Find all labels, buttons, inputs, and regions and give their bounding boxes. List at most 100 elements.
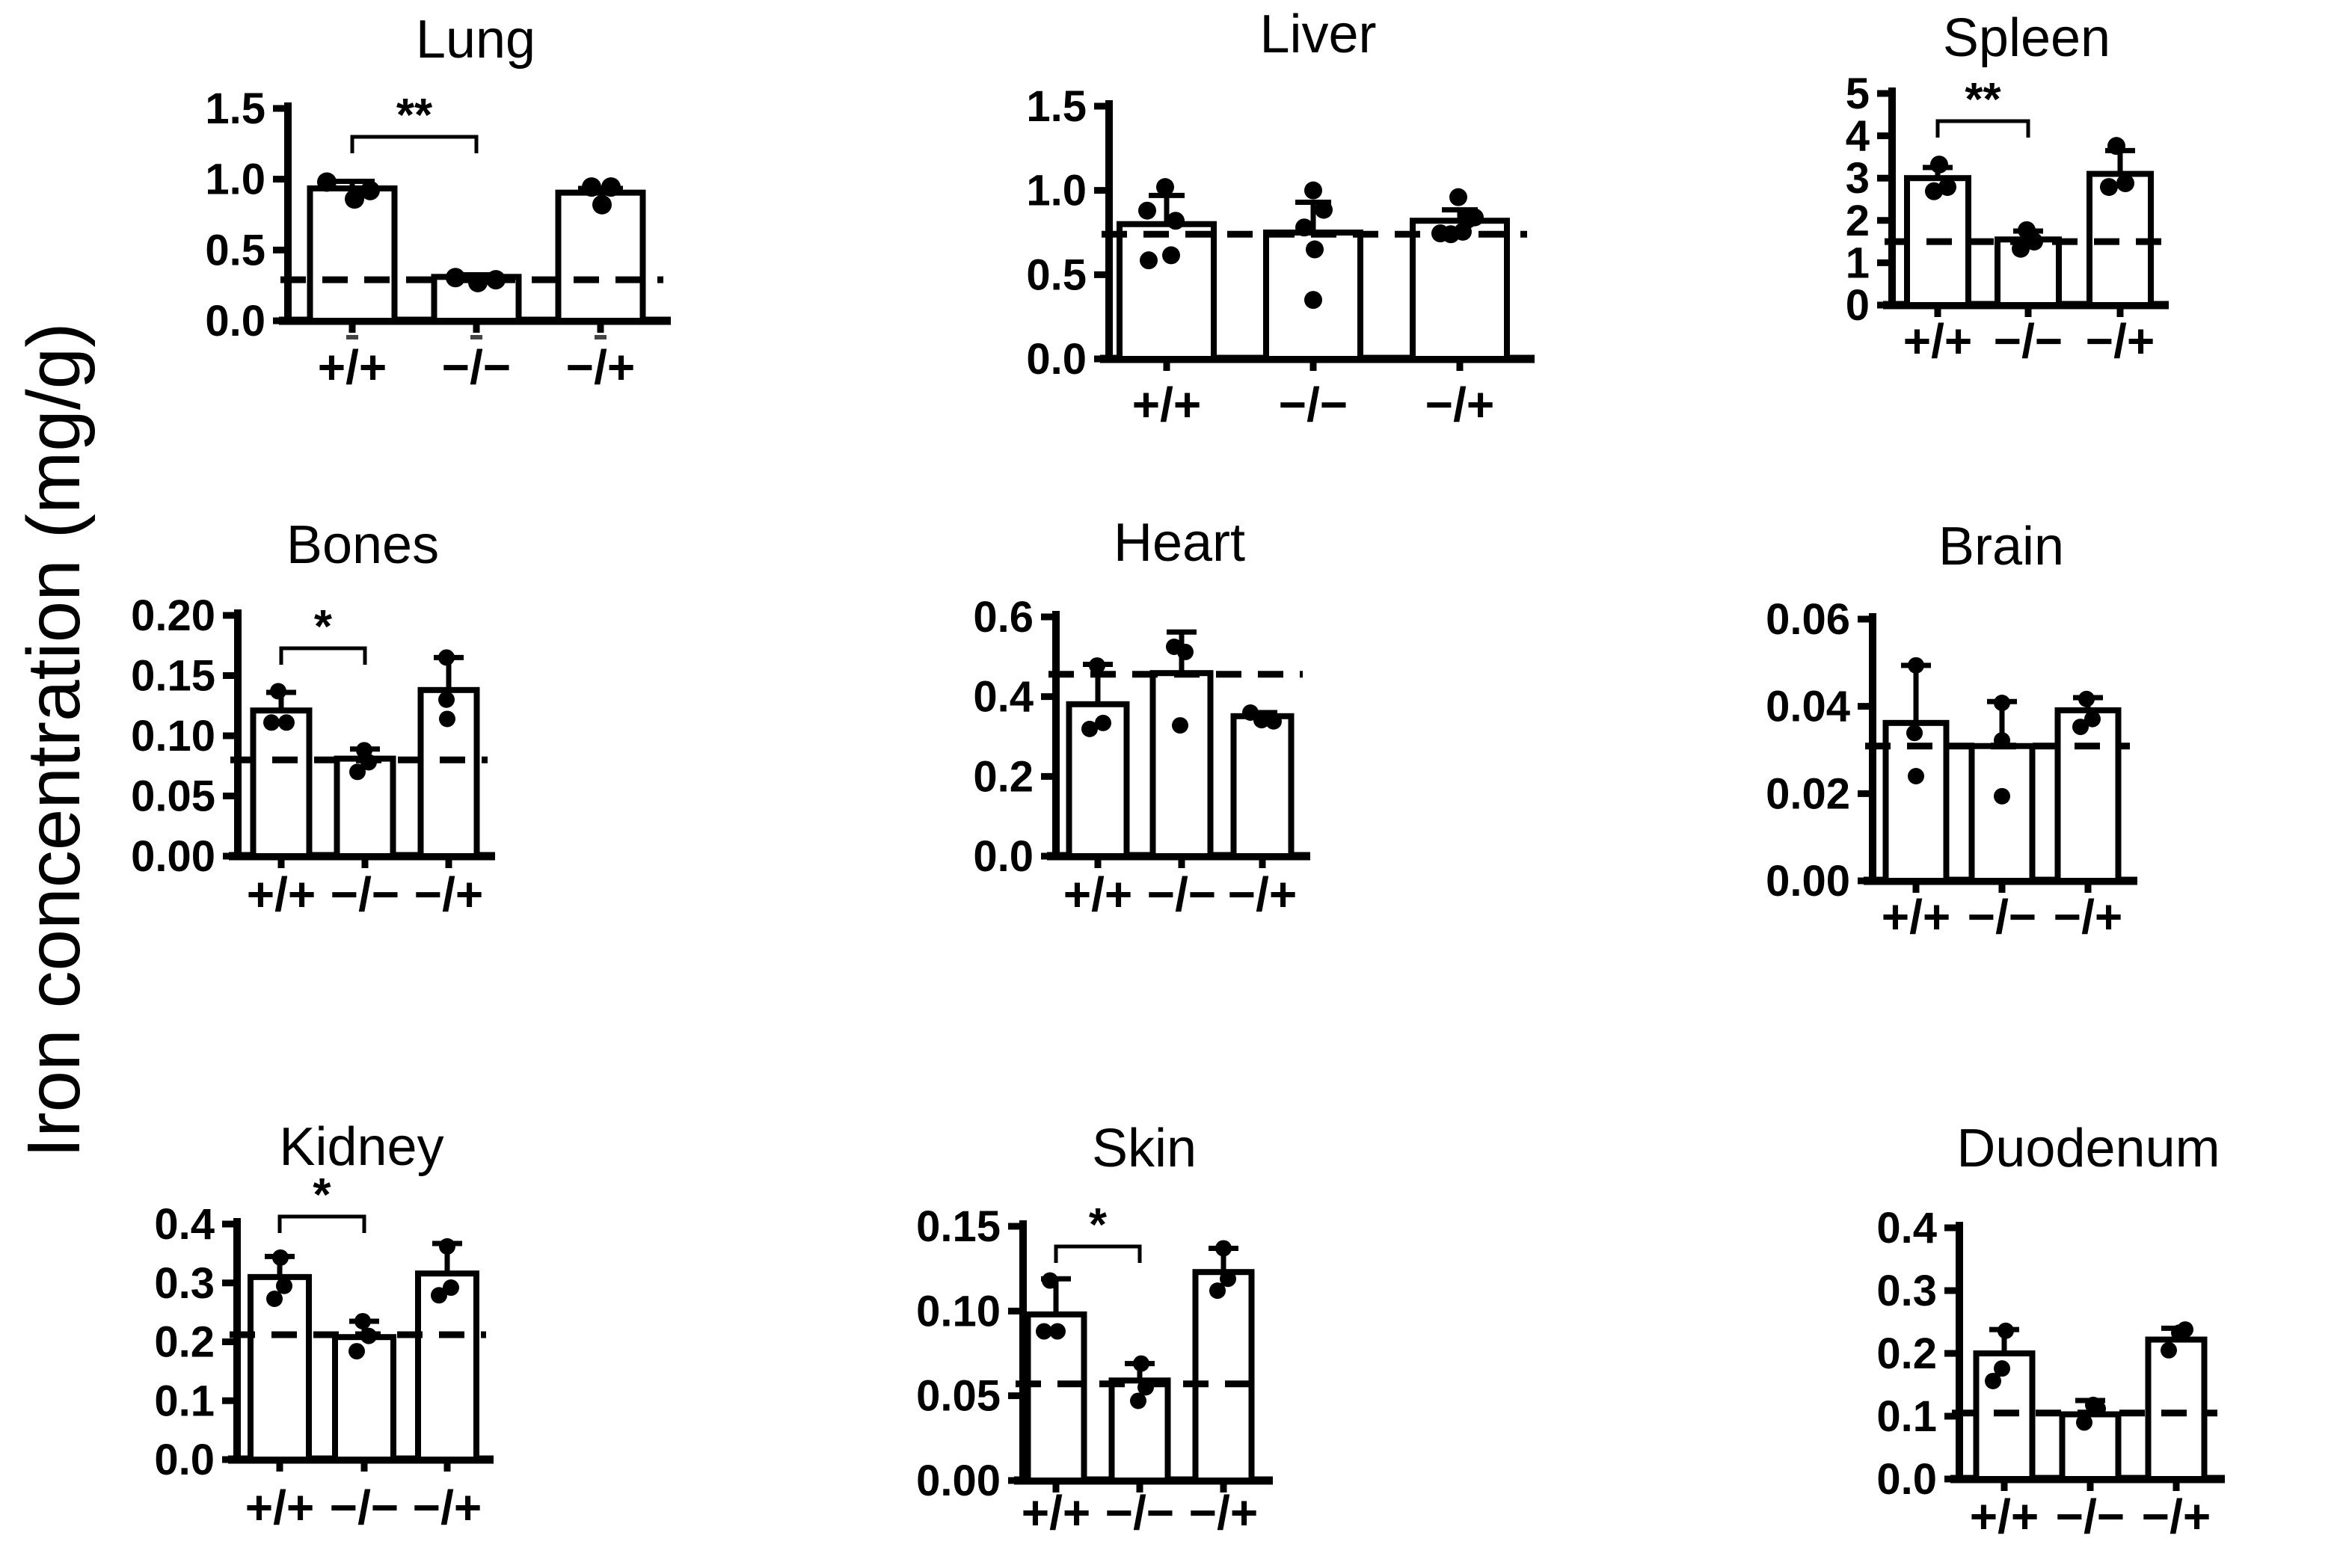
x-category-label-plus-plus: +/+ bbox=[245, 1481, 315, 1534]
data-point-plus-plus bbox=[1925, 182, 1943, 200]
bar-minus-plus bbox=[1230, 713, 1295, 859]
bar-minus-plus bbox=[2054, 707, 2122, 885]
data-point-minus-minus bbox=[2076, 1414, 2092, 1431]
y-tick-label: 0.4 bbox=[973, 673, 1034, 722]
data-point-minus-minus bbox=[1295, 218, 1313, 237]
x-category-label-minus-plus: −/+ bbox=[566, 340, 636, 394]
y-tick-label: 0.00 bbox=[1766, 857, 1850, 906]
y-tick-label: 0.15 bbox=[916, 1202, 1001, 1251]
bar-minus-minus bbox=[1149, 670, 1214, 860]
axis-artifact bbox=[595, 335, 607, 339]
data-point-minus-minus bbox=[1130, 1392, 1146, 1409]
y-tick-label: 0.5 bbox=[1026, 250, 1087, 299]
data-point-minus-plus bbox=[438, 691, 455, 708]
y-tick-label: 0.0 bbox=[1876, 1455, 1937, 1504]
data-point-minus-minus bbox=[1172, 717, 1188, 734]
data-point-plus-plus bbox=[1049, 1323, 1066, 1340]
y-tick-label: 0.4 bbox=[154, 1200, 215, 1249]
data-point-minus-minus bbox=[360, 754, 377, 771]
bar-plus-plus bbox=[250, 707, 313, 859]
data-point-plus-plus bbox=[1156, 178, 1174, 197]
data-point-plus-plus bbox=[1994, 1360, 2010, 1377]
data-point-minus-minus bbox=[1304, 181, 1322, 200]
data-point-minus-plus bbox=[2078, 690, 2095, 707]
y-tick-label: 0.2 bbox=[973, 752, 1034, 801]
x-category-label-plus-plus: +/+ bbox=[1882, 890, 1951, 944]
data-point-plus-plus bbox=[1095, 714, 1111, 731]
data-point-plus-plus bbox=[1140, 251, 1158, 270]
y-tick-label: 0.3 bbox=[1876, 1267, 1937, 1315]
bar-minus-plus bbox=[1192, 1269, 1255, 1484]
chart-title: Spleen bbox=[1943, 8, 2110, 68]
data-point-minus-minus bbox=[2012, 239, 2030, 258]
y-tick-label: 0.00 bbox=[131, 832, 215, 881]
y-tick-label: 0.0 bbox=[205, 297, 265, 345]
significance-label: * bbox=[313, 1169, 331, 1221]
bar-minus-plus bbox=[415, 1270, 479, 1463]
data-point-plus-plus bbox=[1985, 1372, 2001, 1389]
bar-minus-plus bbox=[1410, 218, 1510, 362]
data-point-plus-plus bbox=[1906, 725, 1923, 742]
x-category-label-minus-minus: −/− bbox=[331, 867, 400, 921]
x-category-label-minus-plus: −/+ bbox=[2054, 890, 2123, 944]
bar-minus-minus bbox=[334, 755, 396, 860]
x-category-label-minus-plus: −/+ bbox=[414, 867, 484, 921]
chart-title: Skin bbox=[1092, 1119, 1197, 1178]
chart-title: Liver bbox=[1259, 4, 1376, 64]
data-point-minus-minus bbox=[446, 268, 465, 288]
data-point-minus-minus bbox=[360, 1327, 377, 1344]
data-point-plus-plus bbox=[270, 683, 286, 700]
data-point-minus-minus bbox=[1304, 291, 1322, 310]
panel-heart: Heart 0.0 0.2 0.4 0.6 +/+ −/− −/+ bbox=[973, 513, 1310, 921]
chart-title: Kidney bbox=[279, 1117, 443, 1177]
data-point-minus-plus bbox=[1265, 713, 1282, 730]
axis-artifact bbox=[470, 335, 482, 339]
y-tick-label: 0.05 bbox=[131, 772, 215, 821]
y-tick-label: 0.0 bbox=[973, 832, 1034, 881]
data-point-minus-minus bbox=[1133, 1355, 1149, 1372]
data-point-minus-minus bbox=[1315, 200, 1333, 219]
y-tick-label: 0.0 bbox=[154, 1436, 215, 1484]
data-point-minus-plus bbox=[1253, 712, 1270, 729]
data-point-plus-plus bbox=[1042, 1272, 1058, 1289]
data-point-minus-plus bbox=[439, 1238, 455, 1255]
bar-minus-minus bbox=[1968, 743, 2036, 884]
y-tick-label: 1.0 bbox=[1026, 167, 1087, 215]
data-point-minus-minus bbox=[349, 763, 366, 781]
data-point-minus-plus bbox=[431, 1287, 447, 1304]
data-point-minus-plus bbox=[438, 649, 455, 666]
x-category-label-minus-plus: −/+ bbox=[1425, 378, 1495, 431]
x-category-label-plus-plus: +/+ bbox=[247, 867, 316, 921]
data-point-plus-plus bbox=[317, 172, 337, 192]
data-point-minus-plus bbox=[1215, 1240, 1232, 1257]
x-category-label-minus-minus: −/− bbox=[1147, 867, 1217, 921]
data-point-plus-plus bbox=[1908, 768, 1924, 784]
panel-lung: Lung 0.0 0.5 1.0 1.5 +/+ −/− −/+ ** bbox=[205, 10, 671, 394]
axis-artifact bbox=[346, 335, 358, 339]
data-point-minus-plus bbox=[601, 177, 621, 197]
y-tick-label: 0.6 bbox=[973, 593, 1034, 642]
data-point-minus-plus bbox=[439, 710, 455, 728]
y-tick-label: 0.2 bbox=[1876, 1329, 1937, 1378]
data-point-minus-plus bbox=[2177, 1321, 2193, 1338]
data-point-minus-minus bbox=[468, 272, 488, 292]
data-point-plus-plus bbox=[360, 180, 380, 200]
y-axis-label: Iron concentration (mg/g) bbox=[12, 322, 96, 1158]
data-point-minus-plus bbox=[582, 177, 601, 197]
data-point-minus-plus bbox=[592, 194, 612, 215]
y-tick-label: 0.06 bbox=[1766, 595, 1850, 644]
x-category-label-plus-plus: +/+ bbox=[1132, 378, 1202, 431]
x-category-label-minus-minus: −/− bbox=[1105, 1486, 1175, 1540]
data-point-plus-plus bbox=[1167, 212, 1185, 230]
chart-title: Heart bbox=[1114, 513, 1245, 573]
data-point-plus-plus bbox=[278, 714, 295, 731]
significance-label: ** bbox=[1965, 74, 2001, 126]
y-tick-label: 0 bbox=[1846, 281, 1870, 330]
x-category-label-minus-plus: −/+ bbox=[1228, 867, 1298, 921]
data-point-minus-minus bbox=[486, 270, 506, 290]
data-point-plus-plus bbox=[1081, 720, 1098, 737]
y-tick-label: 0.15 bbox=[131, 652, 215, 701]
y-tick-label: 4 bbox=[1846, 112, 1870, 161]
